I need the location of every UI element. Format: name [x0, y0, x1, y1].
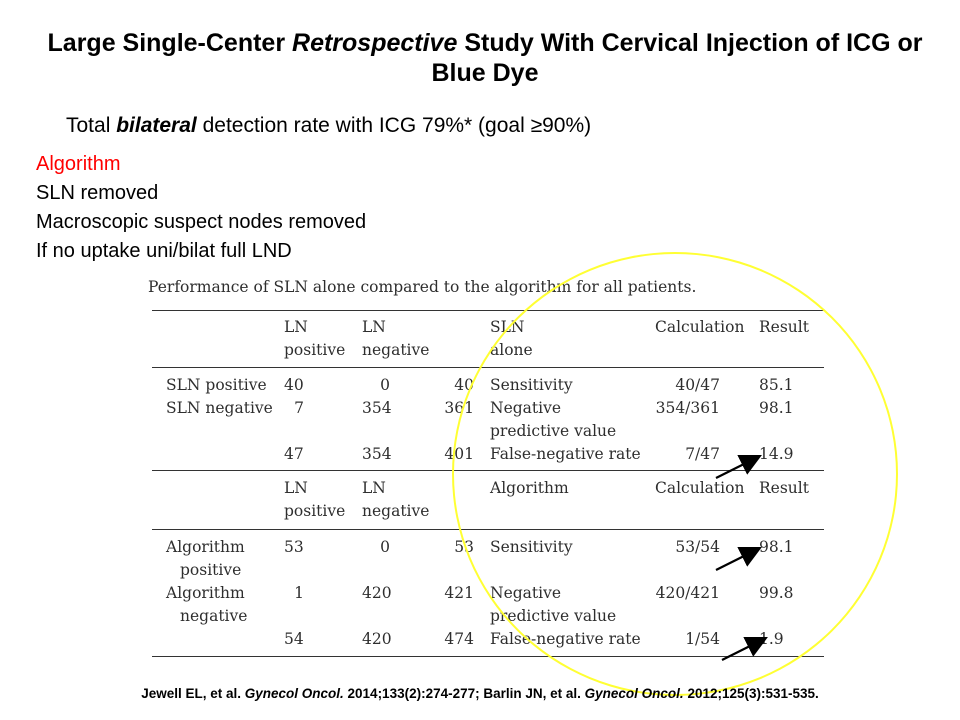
- cell-ln-negative: 354: [362, 445, 392, 463]
- title-text-2: Study With Cervical Injection of ICG or …: [431, 29, 923, 87]
- detection-rate-line: Total bilateral detection rate with ICG …: [66, 114, 591, 138]
- slide-title: Large Single-Center Retrospective Study …: [40, 28, 930, 88]
- arrow-icon: [715, 547, 762, 571]
- citation: Jewell EL, et al. Gynecol Oncol. 2014;13…: [141, 686, 819, 701]
- col-header-ln-negative: LN negative: [362, 479, 430, 520]
- cell-total: 421: [444, 584, 474, 602]
- cell-ln-positive: 53: [284, 538, 304, 556]
- cell-ln-negative: 354: [362, 399, 392, 417]
- subtitle-text-2: detection rate with ICG 79%* (goal ≥90%): [196, 114, 592, 137]
- row-label: SLN negative: [166, 399, 273, 417]
- cell-ln-negative: 420: [362, 584, 392, 602]
- col-header-ln-negative: LN negative: [362, 318, 430, 359]
- col-header-ln-positive: LN positive: [284, 479, 346, 520]
- title-italic: Retrospective: [292, 29, 458, 57]
- algorithm-item: SLN removed: [36, 182, 159, 204]
- cell-ln-negative: 0: [380, 376, 390, 394]
- algorithm-list: Algorithm SLN removed Macroscopic suspec…: [36, 150, 366, 266]
- subtitle-text-1: Total: [66, 114, 117, 137]
- row-label: Algorithm negative: [166, 584, 248, 625]
- algorithm-item: If no uptake uni/bilat full LND: [36, 240, 292, 262]
- cell-total: 474: [444, 630, 474, 648]
- cell-ln-negative: 0: [380, 538, 390, 556]
- col-header-ln-positive: LN positive: [284, 318, 346, 359]
- cell-ln-positive: 1: [294, 584, 304, 602]
- row-label: Algorithm positive: [166, 538, 245, 579]
- cell-ln-positive: 7: [294, 399, 304, 417]
- table-rule: [152, 310, 824, 311]
- highlight-circle: [452, 252, 898, 696]
- table-rule: [152, 656, 824, 657]
- algorithm-heading: Algorithm: [36, 153, 121, 175]
- cell-ln-positive: 40: [284, 376, 304, 394]
- cell-ln-negative: 420: [362, 630, 392, 648]
- algorithm-item: Macroscopic suspect nodes removed: [36, 211, 367, 233]
- cell-ln-positive: 54: [284, 630, 304, 648]
- title-text-1: Large Single-Center: [47, 29, 293, 57]
- subtitle-emphasis: bilateral: [116, 114, 197, 137]
- arrow-icon: [715, 455, 762, 479]
- arrow-icon: [721, 637, 768, 661]
- row-label: SLN positive: [166, 376, 267, 394]
- cell-ln-positive: 47: [284, 445, 304, 463]
